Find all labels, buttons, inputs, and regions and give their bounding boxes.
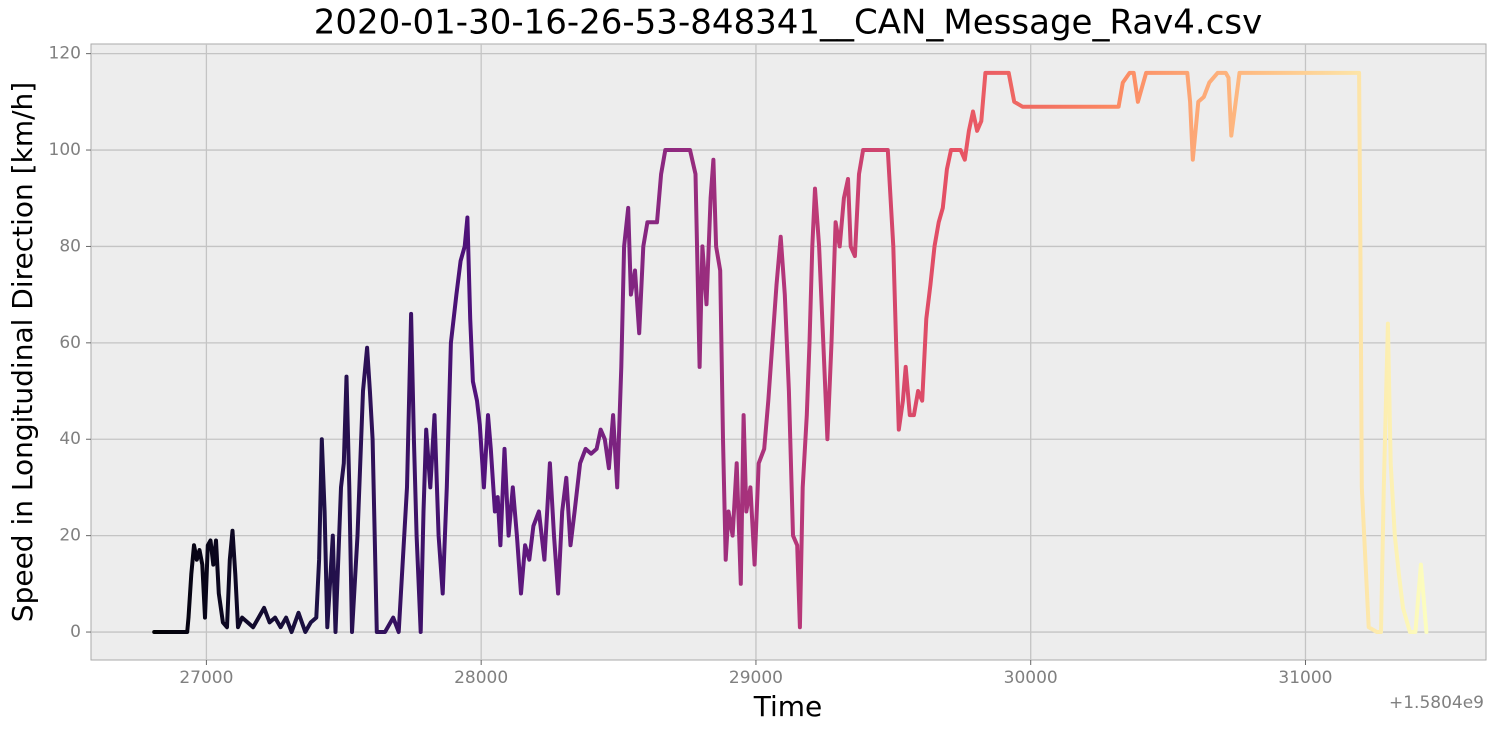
y-tick-label: 0 (70, 622, 81, 642)
x-axis-label: Time (753, 690, 823, 723)
y-tick-label: 60 (59, 333, 81, 353)
chart-title: 2020-01-30-16-26-53-848341__CAN_Message_… (314, 3, 1263, 43)
data-line (152, 70, 1429, 634)
y-tick-label: 100 (49, 140, 81, 160)
x-tick-label: 29000 (729, 668, 783, 688)
y-tick-label: 80 (59, 236, 81, 256)
x-tick-label: 30000 (1004, 668, 1058, 688)
x-tick-label: 31000 (1278, 668, 1332, 688)
y-tick-label: 40 (59, 429, 81, 449)
y-tick-label: 120 (49, 44, 81, 64)
y-axis-label: Speed in Longitudinal Direction [km/h] (6, 82, 39, 622)
x-tick-label: 27000 (179, 668, 233, 688)
y-tick-label: 20 (59, 526, 81, 546)
x-offset-label: +1.5804e9 (1389, 693, 1484, 713)
x-tick-label: 28000 (454, 668, 508, 688)
